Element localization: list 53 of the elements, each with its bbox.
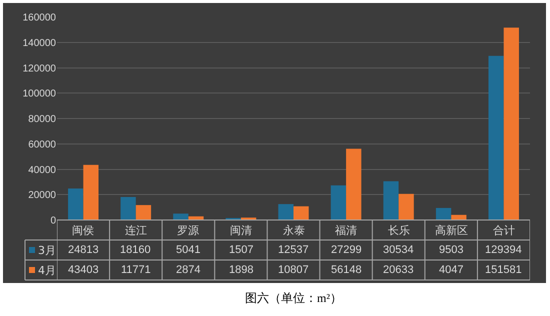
y-tick-label: 80000	[28, 114, 56, 125]
x-tick-label: 闽侯	[72, 224, 94, 237]
data-label: 1507	[229, 244, 254, 256]
y-tick-label: 60000	[28, 139, 56, 150]
x-tick-label: 罗源	[177, 224, 199, 237]
x-tick-label: 连江	[125, 224, 147, 237]
bar	[294, 206, 309, 220]
y-tick-label: 40000	[28, 164, 56, 176]
data-label: 2874	[176, 264, 200, 276]
data-label: 24813	[68, 244, 99, 256]
x-tick-label: 闽清	[230, 224, 252, 237]
y-tick-label: 100000	[22, 88, 56, 100]
bar	[136, 205, 152, 220]
x-tick-label: 长乐	[388, 224, 410, 237]
bar	[504, 28, 519, 220]
legend-label: 3月	[38, 244, 56, 257]
data-label: 12537	[278, 244, 309, 256]
data-label: 43403	[68, 264, 99, 276]
bar	[488, 56, 504, 220]
data-label: 151581	[485, 264, 522, 276]
data-label: 129394	[485, 244, 522, 256]
x-tick-label: 福清	[335, 224, 357, 237]
bar	[383, 181, 399, 220]
bar	[83, 164, 99, 220]
data-label: 18160	[120, 244, 151, 256]
bar	[398, 194, 414, 220]
y-tick-label: 20000	[28, 190, 56, 202]
data-label: 4047	[439, 264, 464, 276]
bar	[436, 208, 452, 220]
data-label: 11771	[121, 264, 151, 276]
y-tick-label: 140000	[22, 38, 56, 49]
bar	[120, 196, 136, 220]
x-tick-label: 高新区	[435, 224, 468, 237]
x-tick-label: 合计	[493, 224, 515, 237]
y-tick-label: 0	[50, 216, 56, 226]
bar	[68, 188, 84, 220]
legend-label: 4月	[38, 264, 56, 277]
bar	[346, 148, 362, 220]
data-label: 30534	[383, 244, 414, 256]
data-label: 5041	[176, 244, 200, 256]
data-label: 56148	[331, 264, 362, 276]
bar	[330, 185, 346, 220]
bar	[278, 204, 294, 220]
data-label: 20633	[383, 264, 414, 276]
text: 图六（单位：m²）	[245, 291, 342, 305]
x-tick-label: 永泰	[283, 224, 305, 237]
y-tick-label: 120000	[22, 63, 56, 74]
y-tick-label: 160000	[22, 12, 56, 24]
data-label: 9503	[439, 244, 464, 256]
data-label: 10807	[278, 264, 309, 276]
bar	[173, 214, 188, 220]
data-label: 27299	[331, 244, 362, 256]
data-label: 1898	[229, 264, 254, 276]
